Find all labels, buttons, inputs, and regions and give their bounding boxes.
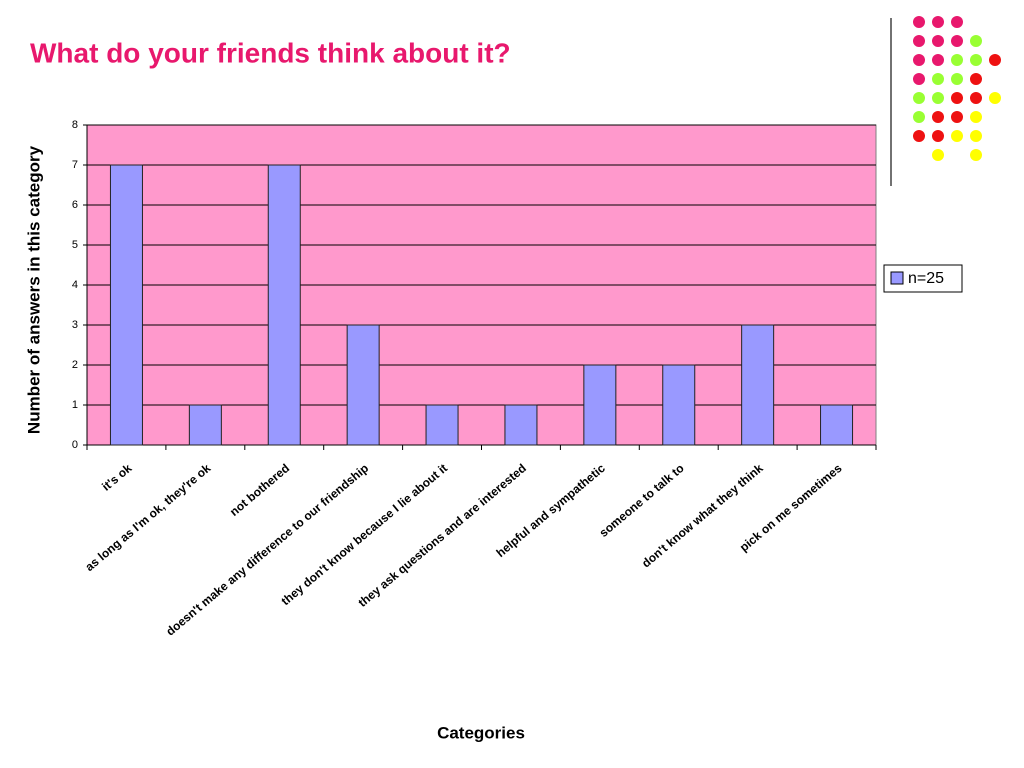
bar xyxy=(425,404,459,446)
bar xyxy=(583,364,617,446)
x-axis-title: Categories xyxy=(437,723,525,742)
x-tick-label: not bothered xyxy=(227,461,292,519)
y-tick-label: 1 xyxy=(72,399,78,411)
legend-swatch xyxy=(890,271,904,285)
x-tick-label: they ask questions and are interested xyxy=(355,461,529,610)
bar xyxy=(346,324,380,446)
y-tick-label: 8 xyxy=(72,119,78,131)
y-tick-label: 3 xyxy=(72,319,78,331)
bar xyxy=(267,164,301,446)
legend-box xyxy=(883,264,963,293)
bar xyxy=(662,364,696,446)
y-tick-label: 5 xyxy=(72,239,78,251)
y-axis-title: Number of answers in this category xyxy=(24,145,43,434)
bar xyxy=(820,404,854,446)
y-tick-label: 7 xyxy=(72,159,78,171)
legend-label: n=25 xyxy=(908,270,944,287)
x-tick-label: they don't know because I lie about it xyxy=(278,461,450,608)
y-tick-label: 4 xyxy=(72,279,78,291)
x-tick-label: someone to talk to xyxy=(597,461,687,540)
y-tick-label: 6 xyxy=(72,199,78,211)
y-tick-label: 2 xyxy=(72,359,78,371)
bar xyxy=(109,164,143,446)
chart-title: What do your friends think about it? xyxy=(30,37,511,68)
x-tick-label: as long as I'm ok, they're ok xyxy=(82,461,213,574)
bar xyxy=(504,404,538,446)
decoration-dots xyxy=(913,16,1001,161)
x-tick-label: it's ok xyxy=(99,461,134,494)
bar xyxy=(188,404,222,446)
y-tick-label: 0 xyxy=(72,439,78,451)
bar xyxy=(741,324,775,446)
